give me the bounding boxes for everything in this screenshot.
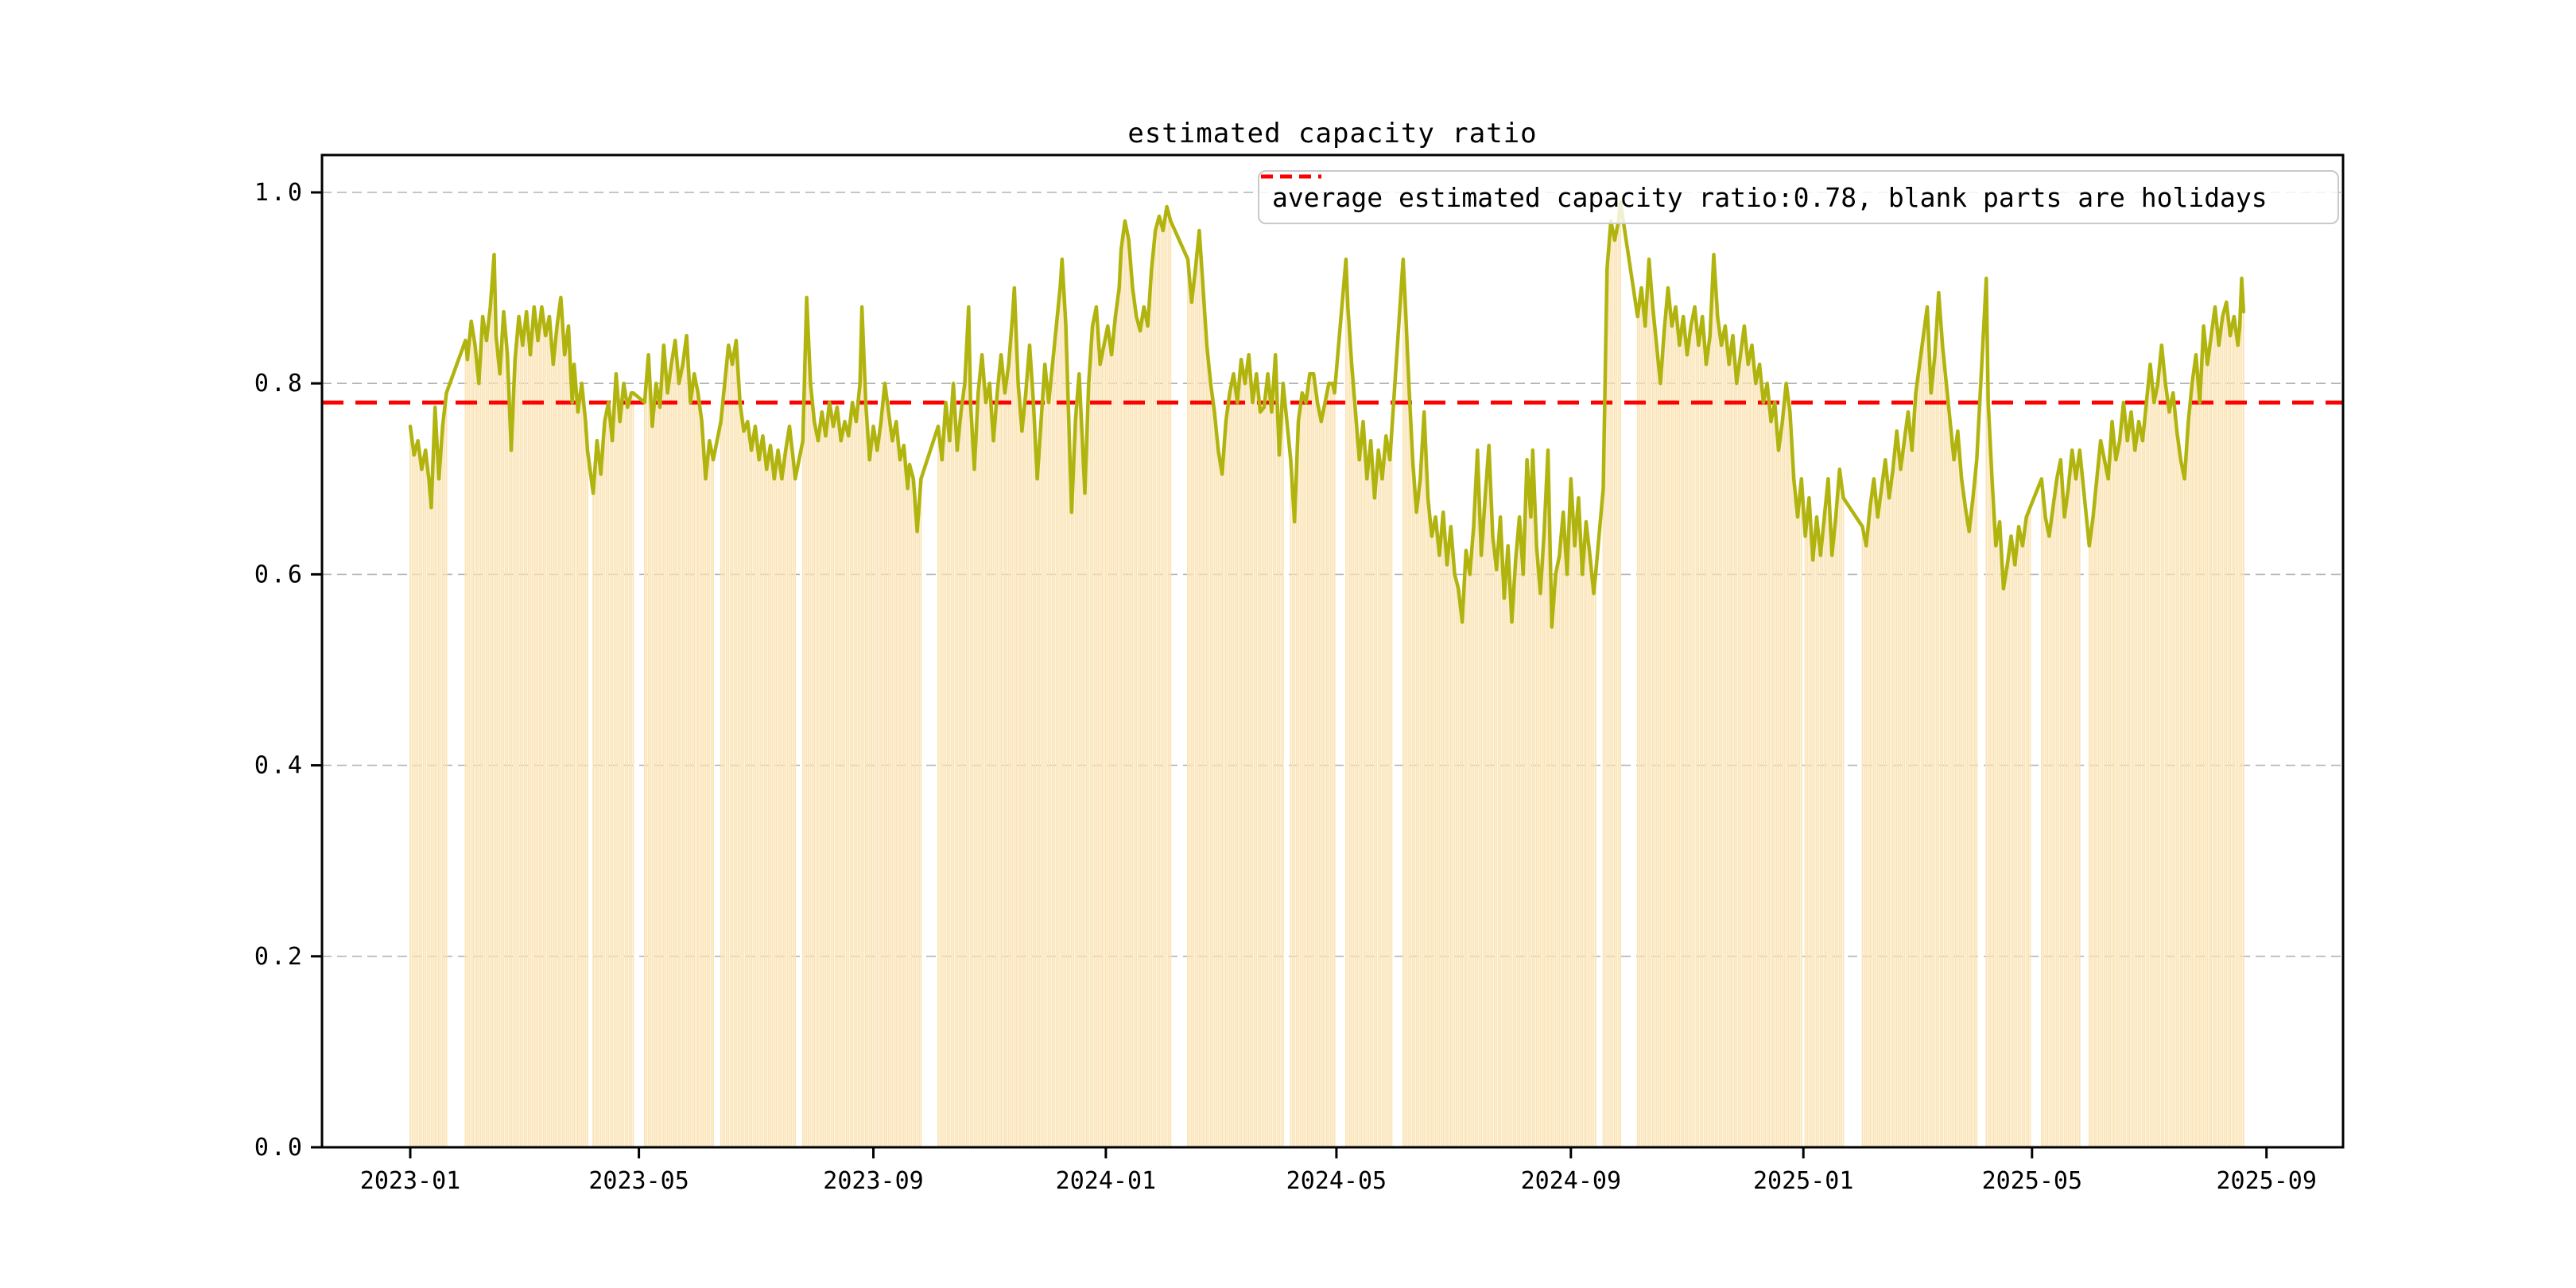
y-axis: [311, 191, 322, 1149]
red-dashed-line-icon: [1261, 174, 1321, 179]
y-axis-labels: 0.0 0.2 0.4 0.6 0.8 1.0: [254, 179, 305, 1162]
capacity-bars: [409, 202, 2244, 1148]
svg-text:0.4: 0.4: [254, 752, 305, 780]
svg-text:0.6: 0.6: [254, 561, 305, 588]
svg-text:2025-01: 2025-01: [1753, 1167, 1853, 1195]
legend-label: average estimated capacity ratio:0.78, b…: [1272, 181, 2268, 213]
svg-text:2024-01: 2024-01: [1056, 1167, 1156, 1195]
svg-text:2023-01: 2023-01: [360, 1167, 460, 1195]
x-axis-labels: 2023-01 2023-05 2023-09 2024-01 2024-05 2024-…: [360, 1167, 2317, 1195]
svg-text:0.8: 0.8: [254, 370, 305, 398]
svg-text:0.2: 0.2: [254, 943, 305, 971]
svg-text:2024-09: 2024-09: [1521, 1167, 1621, 1195]
svg-text:2024-05: 2024-05: [1286, 1167, 1387, 1195]
svg-text:0.0: 0.0: [254, 1134, 305, 1162]
svg-text:1.0: 1.0: [254, 179, 305, 207]
svg-text:2025-05: 2025-05: [1982, 1167, 2082, 1195]
legend: average estimated capacity ratio:0.78, b…: [1258, 170, 2339, 224]
x-axis: [409, 1147, 2268, 1158]
plot-border: [320, 153, 2345, 1149]
chart-title: estimated capacity ratio: [1127, 118, 1538, 149]
svg-text:2025-09: 2025-09: [2216, 1167, 2316, 1195]
capacity-line: [408, 200, 2246, 629]
svg-text:2023-05: 2023-05: [588, 1167, 689, 1195]
svg-text:2023-09: 2023-09: [823, 1167, 923, 1195]
